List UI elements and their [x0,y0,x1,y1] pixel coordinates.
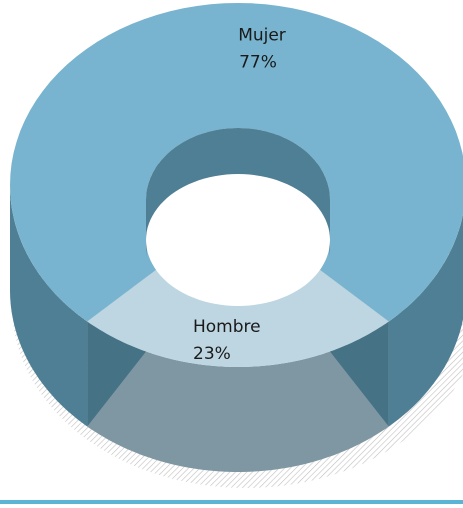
slice-value-hombre: 23% [193,344,231,364]
accent-bar [0,500,463,504]
slice-label-mujer: Mujer [238,26,286,46]
outer-wall-mujer [10,185,88,427]
donut-top-faces [10,3,463,367]
slice-hombre [87,254,389,367]
donut-hole [146,174,330,306]
slice-labels: Mujer 77% Hombre 23% [193,26,286,365]
inner-wall [146,128,330,258]
slice-mujer [10,3,463,322]
outer-wall-hombre [87,321,389,472]
slice-label-hombre: Hombre [193,317,261,337]
slice-value-mujer: 77% [239,53,277,73]
outer-wall-mujer [388,214,463,427]
